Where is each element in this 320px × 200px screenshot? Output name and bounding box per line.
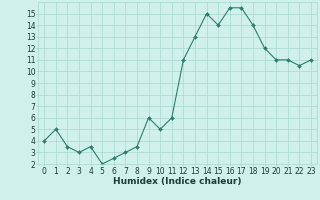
X-axis label: Humidex (Indice chaleur): Humidex (Indice chaleur) <box>113 177 242 186</box>
